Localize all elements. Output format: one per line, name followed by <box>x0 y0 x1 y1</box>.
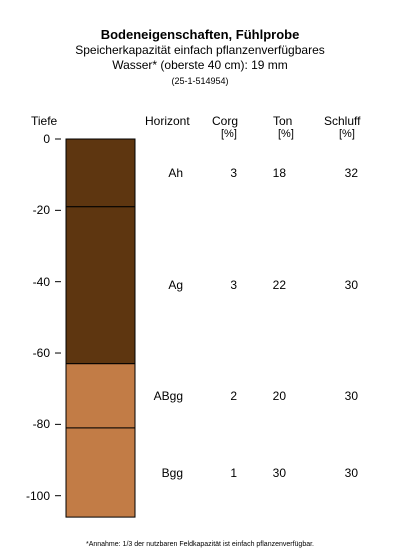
layer-schluff-value: 30 <box>344 278 358 293</box>
depth-tick-label: -80 <box>32 417 50 432</box>
column-unit-schluff: [%] <box>339 128 355 140</box>
depth-axis-label: Tiefe <box>31 114 58 128</box>
layer-horizont: Bgg <box>161 465 183 480</box>
soil-layer-abgg <box>65 363 136 429</box>
layer-schluff-value: 32 <box>344 165 358 180</box>
layer-corg-value: 2 <box>230 388 237 403</box>
footnote: *Annahme: 1/3 der nutzbaren Feldkapazitä… <box>85 541 315 548</box>
depth-tick-label: -20 <box>32 203 50 218</box>
layer-ton-value: 22 <box>272 278 286 293</box>
chart-subtitle-line-2: Wasser* (oberste 40 cm): 19 mm <box>112 58 288 72</box>
layer-corg-value: 3 <box>230 165 237 180</box>
layer-ton-value: 18 <box>272 165 286 180</box>
soil-layer-ag <box>65 206 136 365</box>
layer-corg-value: 1 <box>230 465 237 480</box>
soil-layer-bgg <box>65 427 136 518</box>
layer-horizont: Ag <box>168 278 183 293</box>
layer-schluff-value: 30 <box>344 465 358 480</box>
column-header-horizont: Horizont <box>145 114 190 128</box>
layer-horizont: Ah <box>168 165 183 180</box>
depth-tick-label: -40 <box>32 274 50 289</box>
column-unit-ton: [%] <box>278 128 294 140</box>
layer-corg-value: 3 <box>230 278 237 293</box>
layer-schluff-value: 30 <box>344 388 358 403</box>
layer-horizont: ABgg <box>153 388 183 403</box>
column-header-schluff: Schluff <box>324 114 361 128</box>
depth-tick-label: -60 <box>32 346 50 361</box>
chart-title: Bodeneigenschaften, Fühlprobe <box>100 27 300 42</box>
depth-tick-label: -100 <box>25 488 50 503</box>
column-header-corg: Corg <box>212 114 239 128</box>
depth-tick-label: 0 <box>43 132 50 146</box>
column-header-ton: Ton <box>273 114 293 128</box>
layer-ton-value: 20 <box>272 388 286 403</box>
chart-subtitle-line-1: Speicherkapazität einfach pflanzenverfüg… <box>75 43 325 57</box>
column-unit-corg: [%] <box>221 128 237 140</box>
layer-ton-value: 30 <box>272 465 286 480</box>
chart-subtitle-id: (25-1-514954) <box>171 76 229 86</box>
